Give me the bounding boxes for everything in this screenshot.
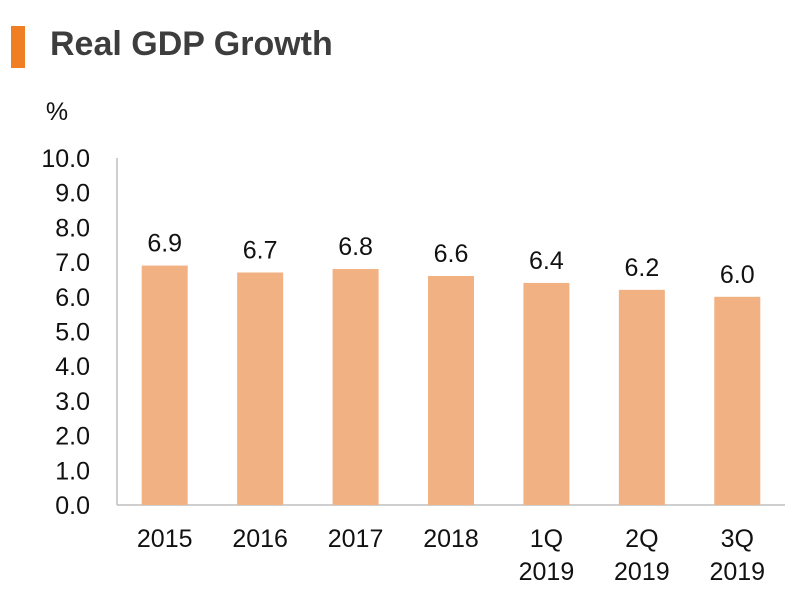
- data-label: 6.6: [434, 240, 469, 268]
- data-label: 6.8: [338, 233, 373, 261]
- y-axis-ticks: 0.0 1.0 2.0 3.0 4.0 5.0 6.0 7.0 8.0 9.0 10.0: [41, 145, 90, 520]
- y-tick-label: 3.0: [55, 388, 90, 416]
- data-label: 6.0: [720, 261, 755, 289]
- data-label: 6.4: [529, 247, 564, 275]
- x-tick-label: 2Q 2019: [614, 525, 670, 586]
- bar: [428, 275, 474, 505]
- y-tick-label: 1.0: [55, 457, 90, 485]
- x-tick-label: 2015: [137, 525, 193, 553]
- y-tick-label: 10.0: [41, 145, 90, 173]
- data-label: 6.7: [243, 237, 278, 265]
- y-tick-label: 4.0: [55, 353, 90, 381]
- x-tick-label: 2016: [232, 525, 288, 553]
- y-tick-label: 2.0: [55, 423, 90, 451]
- y-tick-label: 0.0: [55, 492, 90, 520]
- bar: [141, 265, 188, 505]
- bar: [523, 282, 570, 505]
- x-tick-label: 1Q 2019: [519, 525, 575, 586]
- bar-series: [141, 265, 761, 505]
- bar: [618, 289, 665, 505]
- data-labels: 6.9 6.7 6.8 6.6 6.4 6.2 6.0: [147, 230, 754, 289]
- y-tick-label: 8.0: [55, 214, 90, 242]
- x-axis-ticks: 2015 2016 2017 2018 1Q 2019 2Q 2019 3Q 2019: [137, 525, 765, 586]
- y-tick-label: 6.0: [55, 284, 90, 312]
- data-label: 6.2: [624, 254, 659, 282]
- chart-title: Real GDP Growth: [50, 25, 333, 63]
- bar: [237, 272, 284, 505]
- y-tick-label: 7.0: [55, 249, 90, 277]
- bar: [332, 269, 379, 505]
- x-tick-label: 3Q 2019: [709, 525, 765, 586]
- bar: [714, 296, 761, 505]
- title-accent-bar: [11, 26, 25, 68]
- x-tick-label: 2017: [328, 525, 384, 553]
- x-tick-label: 2018: [423, 525, 479, 553]
- data-label: 6.9: [147, 230, 182, 258]
- y-tick-label: 9.0: [55, 180, 90, 208]
- y-axis-unit-label: %: [46, 98, 68, 126]
- y-tick-label: 5.0: [55, 319, 90, 347]
